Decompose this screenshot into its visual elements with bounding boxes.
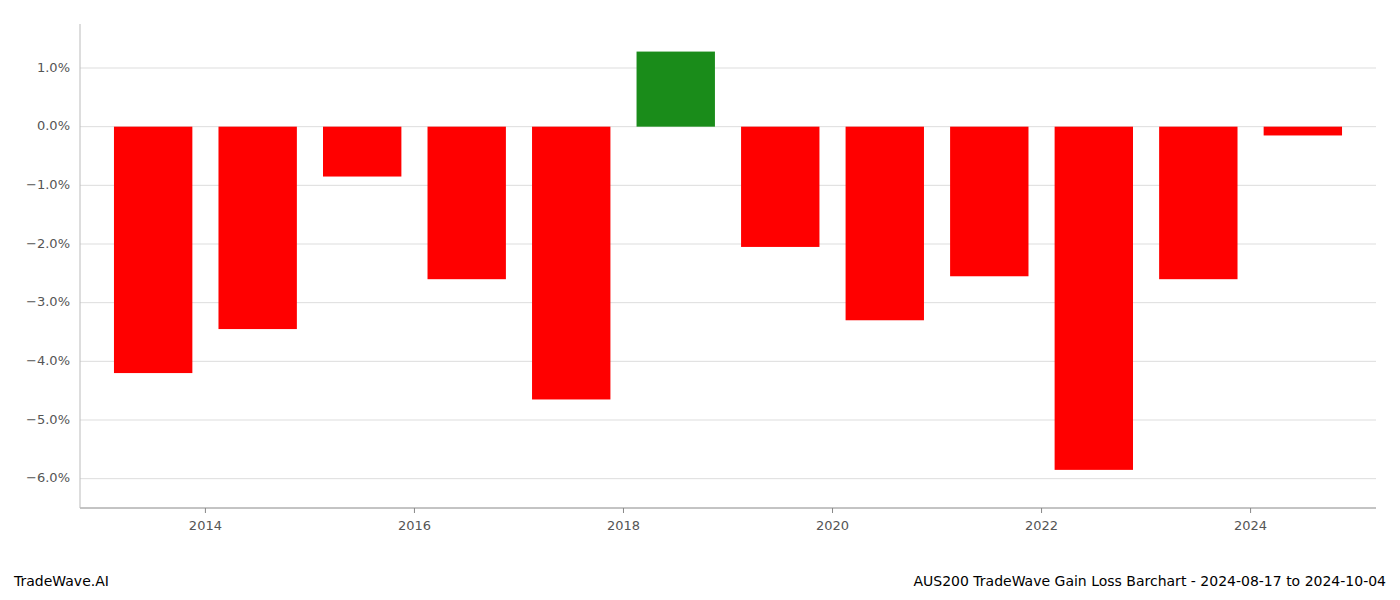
x-tick-label: 2022	[1025, 518, 1058, 533]
y-tick-label: −4.0%	[26, 353, 70, 368]
grid-line	[80, 361, 1376, 362]
x-axis-line	[80, 508, 1376, 509]
y-tick-label: 0.0%	[37, 118, 70, 133]
y-axis-line	[80, 24, 81, 508]
bar	[846, 127, 924, 321]
x-tick	[623, 508, 624, 513]
bar	[218, 127, 296, 329]
grid-line	[80, 420, 1376, 421]
x-tick-label: 2014	[189, 518, 222, 533]
x-tick	[414, 508, 415, 513]
y-tick-label: 1.0%	[37, 60, 70, 75]
x-tick	[1041, 508, 1042, 513]
bar	[428, 127, 506, 280]
x-tick	[832, 508, 833, 513]
watermark: TradeWave.AI	[13, 573, 109, 589]
background	[0, 0, 1400, 600]
x-tick	[1250, 508, 1251, 513]
bar	[741, 127, 819, 247]
x-tick-label: 2018	[607, 518, 640, 533]
bar	[532, 127, 610, 400]
grid-line	[80, 68, 1376, 69]
bar	[1159, 127, 1237, 280]
bar	[323, 127, 401, 177]
y-tick-label: −2.0%	[26, 236, 70, 251]
grid	[80, 68, 1376, 479]
x-tick-label: 2024	[1234, 518, 1267, 533]
bar	[950, 127, 1028, 277]
y-tick-label: −6.0%	[26, 470, 70, 485]
y-tick-label: −5.0%	[26, 412, 70, 427]
x-axis: 2014 2016 2018 2020 2022 2024	[189, 508, 1267, 533]
grid-line	[80, 478, 1376, 479]
bars	[114, 52, 1342, 470]
bar	[1055, 127, 1133, 470]
y-axis: 1.0% 0.0% −1.0% −2.0% −3.0% −4.0% −5.0% −6.0%	[26, 60, 70, 486]
x-tick	[205, 508, 206, 513]
chart: 1.0% 0.0% −1.0% −2.0% −3.0% −4.0% −5.0% −6.0% 20…	[0, 0, 1400, 600]
x-tick-label: 2020	[816, 518, 849, 533]
y-tick-label: −3.0%	[26, 294, 70, 309]
y-tick-label: −1.0%	[26, 177, 70, 192]
bar	[1264, 127, 1342, 136]
x-tick-label: 2016	[398, 518, 431, 533]
title: AUS200 TradeWave Gain Loss Barchart - 20…	[913, 573, 1386, 589]
bar	[114, 127, 192, 373]
bar	[637, 52, 715, 127]
